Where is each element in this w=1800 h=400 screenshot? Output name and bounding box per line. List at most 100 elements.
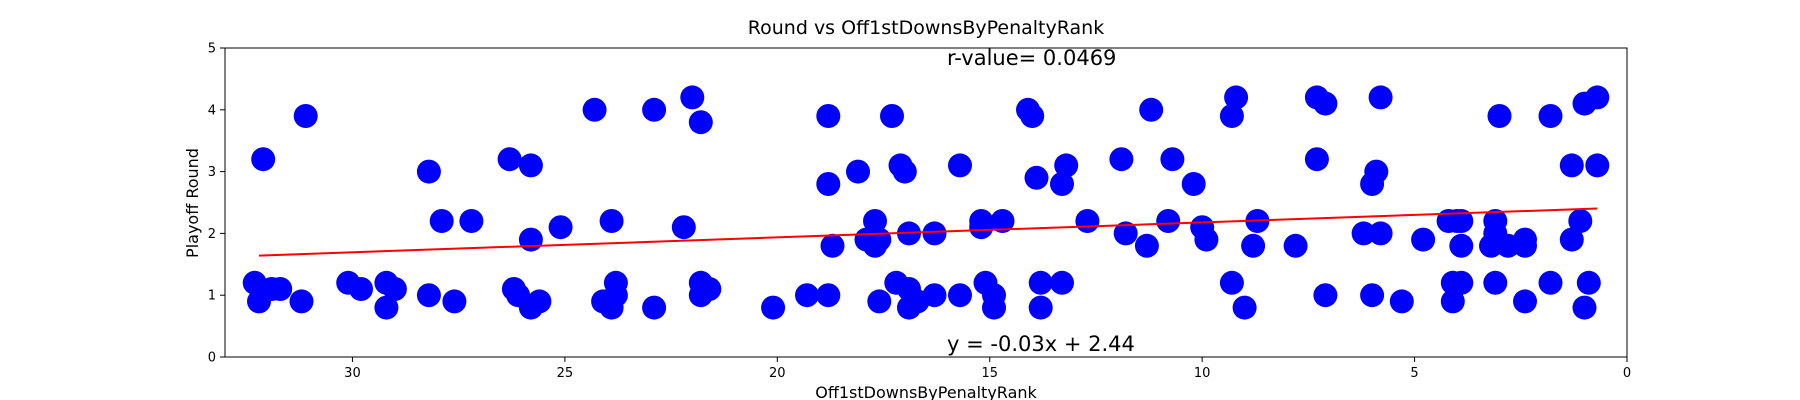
data-point (1487, 104, 1512, 128)
data-point (969, 215, 994, 240)
data-point (1050, 172, 1074, 196)
data-point (1449, 233, 1474, 258)
x-tick-label: 10 (1194, 366, 1211, 381)
data-point (867, 289, 892, 314)
data-point (642, 97, 667, 122)
data-point (1113, 221, 1138, 246)
data-point (1559, 227, 1584, 252)
data-point (1181, 172, 1206, 196)
data-point (922, 221, 947, 246)
data-point (1513, 289, 1537, 314)
x-tick-label: 0 (1623, 366, 1631, 381)
data-point (251, 147, 276, 172)
data-point (349, 277, 373, 301)
data-point (948, 153, 972, 178)
data-point (1351, 221, 1376, 246)
data-point (1364, 159, 1389, 184)
data-point (582, 97, 607, 122)
data-point (820, 233, 845, 258)
data-point (1194, 227, 1219, 252)
data-point (892, 159, 917, 184)
data-point (1219, 104, 1244, 128)
data-point (1156, 209, 1181, 233)
data-point (642, 295, 667, 320)
data-point (1411, 227, 1436, 252)
plot-area-frame (224, 47, 1628, 358)
data-point (527, 289, 552, 314)
data-point (1513, 233, 1537, 258)
x-tick-label: 5 (1410, 366, 1418, 381)
data-point (289, 289, 314, 314)
data-point (1283, 233, 1308, 258)
data-point (1219, 270, 1244, 295)
data-point (1576, 270, 1601, 295)
data-point (1449, 270, 1474, 295)
data-point (1313, 283, 1338, 308)
x-tick-label: 25 (557, 366, 574, 381)
data-point (1028, 295, 1053, 320)
data-points (242, 85, 1610, 320)
data-point (1585, 153, 1610, 178)
data-point (603, 283, 628, 308)
data-point (268, 277, 293, 301)
y-tick-label: 4 (208, 103, 216, 118)
data-point (671, 215, 696, 240)
data-point (1585, 85, 1610, 110)
data-point (1241, 233, 1266, 258)
y-tick-label: 5 (208, 42, 216, 57)
data-point (1449, 209, 1474, 233)
data-point (1572, 295, 1597, 320)
data-point (1368, 221, 1393, 246)
data-point (1559, 153, 1584, 178)
data-point (880, 104, 904, 128)
data-point (1538, 270, 1563, 295)
data-point (1109, 147, 1134, 172)
x-tick-label: 15 (981, 366, 998, 381)
data-point (518, 227, 543, 252)
y-tick-label: 3 (208, 165, 216, 180)
data-point (1028, 270, 1053, 295)
data-point (374, 295, 399, 320)
data-point (761, 295, 786, 320)
data-point (680, 85, 705, 110)
data-point (1389, 289, 1414, 314)
data-point (1224, 85, 1249, 110)
data-point (1024, 165, 1049, 190)
y-axis-ticks: 0 1 2 3 4 5 (208, 42, 225, 366)
data-point (867, 227, 892, 252)
x-axis-label: Off1stDownsByPenaltyRank (815, 383, 1037, 400)
data-point (1568, 209, 1593, 233)
data-point (293, 104, 318, 128)
regression-line (258, 207, 1598, 257)
data-point (990, 209, 1015, 233)
chart-title: Round vs Off1stDownsByPenaltyRank (748, 17, 1104, 39)
y-tick-label: 1 (208, 289, 216, 304)
data-point (1160, 147, 1185, 172)
data-point (1368, 85, 1393, 110)
x-tick-label: 20 (769, 366, 786, 381)
data-point (816, 283, 841, 308)
x-tick-label: 30 (344, 366, 361, 381)
data-point (922, 283, 947, 308)
regression-line-layer (258, 207, 1598, 257)
data-point (382, 277, 407, 301)
data-point (416, 159, 441, 184)
data-point (1134, 233, 1159, 258)
data-point (1360, 283, 1385, 308)
data-point (599, 209, 624, 233)
data-point (497, 147, 522, 172)
data-point (697, 277, 722, 301)
data-point (1020, 104, 1045, 128)
y-tick-label: 0 (208, 351, 216, 366)
data-point (548, 215, 573, 240)
data-point (416, 283, 441, 308)
data-point (1304, 147, 1329, 172)
data-point (459, 209, 484, 233)
data-point (1313, 91, 1338, 116)
data-point (1538, 104, 1563, 128)
data-point (1232, 295, 1257, 320)
data-point (1054, 153, 1079, 178)
x-axis-ticks: 30 25 20 15 10 5 0 (344, 357, 1631, 381)
